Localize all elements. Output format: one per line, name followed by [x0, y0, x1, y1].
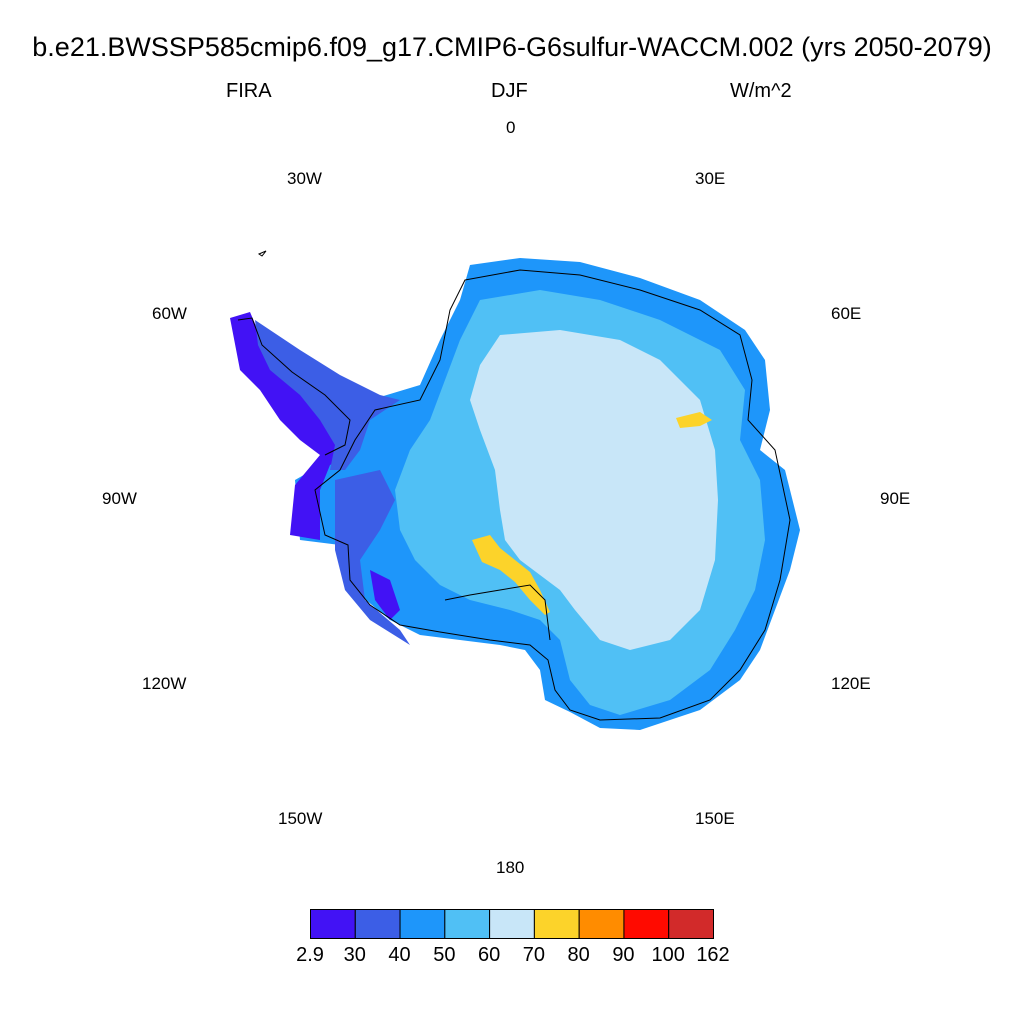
colorbar-swatch-4 — [444, 909, 491, 939]
colorbar-label-3: 40 — [388, 944, 411, 966]
island — [257, 250, 267, 257]
colorbar-swatch-7 — [578, 909, 625, 939]
coastline — [314, 269, 791, 721]
coastline-peninsula — [237, 317, 351, 456]
lon-label-90e: 90E — [880, 489, 911, 508]
colorbar-label-8: 90 — [612, 944, 635, 966]
plot-title: b.e21.BWSSP585cmip6.f09_g17.CMIP6-G6sulf… — [32, 32, 992, 62]
colorbar-swatch-3 — [399, 909, 446, 939]
lon-label-0: 0 — [506, 118, 516, 137]
coastline-ross-ice-shelf — [444, 584, 551, 641]
colorbar — [310, 909, 714, 939]
colorbar-label-5: 60 — [477, 944, 501, 966]
colorbar-swatch-6 — [533, 909, 580, 939]
colorbar-label-4: 50 — [433, 944, 456, 966]
region-plateau — [470, 330, 718, 650]
lon-label-150e: 150E — [695, 809, 735, 828]
lon-label-180: 180 — [496, 858, 525, 877]
lon-label-30w: 30W — [287, 169, 322, 188]
region-yellow-ross — [472, 535, 550, 615]
colorbar-label-9: 100 — [651, 944, 685, 966]
colorbar-swatch-9 — [668, 909, 714, 939]
region-peninsula-edge — [255, 320, 400, 470]
colorbar-swatch-8 — [623, 909, 670, 939]
lon-label-90w: 90W — [102, 489, 137, 508]
region-wantarctica-purple — [370, 570, 400, 620]
lon-label-120e: 120E — [831, 674, 871, 693]
colorbar-label-2: 30 — [343, 944, 366, 966]
variable-label: FIRA — [226, 80, 272, 102]
lon-label-60w: 60W — [152, 304, 187, 323]
lon-label-30e: 30E — [695, 169, 726, 188]
colorbar-label-1: 2.9 — [296, 944, 324, 966]
colorbar-swatch-1 — [310, 909, 356, 939]
colorbar-label-10: 162 — [696, 944, 730, 966]
region-peninsula — [230, 312, 360, 540]
colorbar-label-6: 70 — [522, 944, 545, 966]
lon-label-60e: 60E — [831, 304, 862, 323]
lon-label-120w: 120W — [142, 674, 187, 693]
colorbar-label-7: 80 — [567, 944, 590, 966]
units-label: W/m^2 — [730, 80, 792, 102]
season-label: DJF — [491, 80, 528, 102]
colorbar-swatch-2 — [354, 909, 401, 939]
lon-label-150w: 150W — [278, 809, 323, 828]
colorbar-swatch-5 — [489, 909, 535, 939]
region-yellow-east — [676, 412, 712, 428]
region-wantarctica-blue — [335, 470, 410, 645]
